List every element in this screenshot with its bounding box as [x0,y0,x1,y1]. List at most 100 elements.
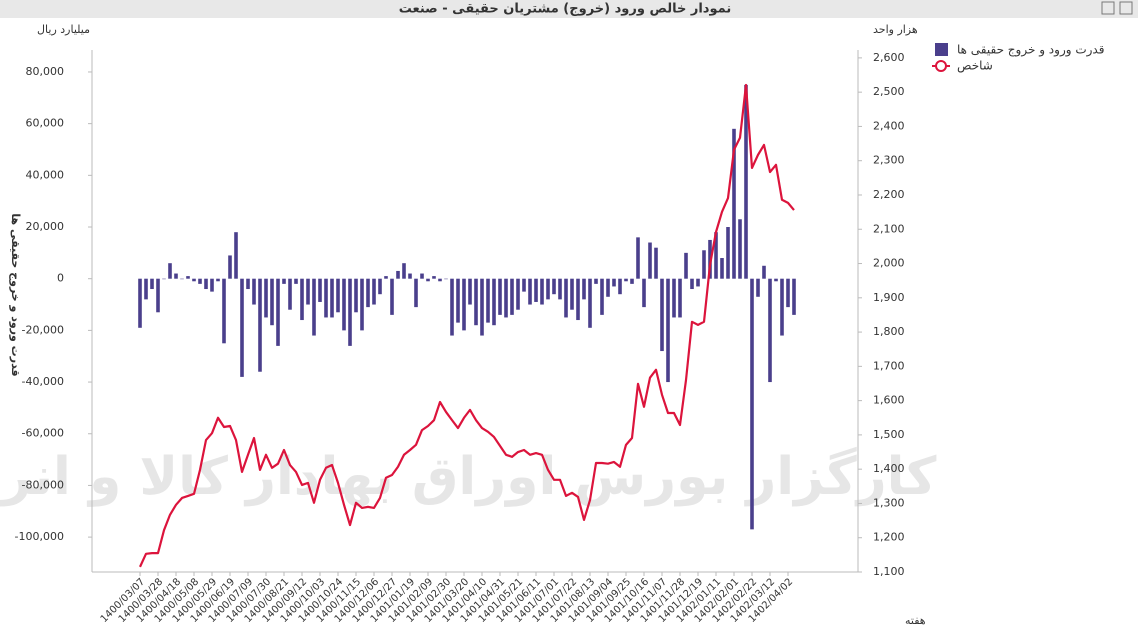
y-axis-title: قدرت ورود و خروج حقیقی ها [8,213,22,376]
bar [750,278,754,530]
bar [636,237,640,279]
bar [300,278,304,321]
y2-tick-label: 1,800 [873,325,905,338]
bar [678,278,682,318]
bar [648,242,652,279]
bar [480,278,484,336]
bar [528,278,532,305]
bar [696,278,700,287]
y2-tick-label: 1,100 [873,565,905,578]
bar [198,278,202,284]
bar [174,273,178,279]
bar [786,278,790,308]
y2-tick-label: 2,500 [873,85,905,98]
bar [732,128,736,279]
bar [258,278,262,372]
bar [576,278,580,321]
y2-tick-label: 1,900 [873,291,905,304]
chart-title: نمودار خالص ورود (خروج) مشتریان حقیقی - … [399,2,731,17]
bar [390,278,394,315]
bar [264,278,268,318]
y-tick-label: 60,000 [26,117,65,130]
bar [420,273,424,279]
bar [654,247,658,279]
bar [570,278,574,310]
bar [216,278,220,282]
y-tick-label: -20,000 [22,323,64,336]
bar [348,278,352,346]
bar [588,278,592,328]
y2-tick-label: 1,600 [873,394,905,407]
bar [522,278,526,292]
y-tick-label: 80,000 [26,65,65,78]
bar [192,278,196,282]
bar [318,278,322,302]
bar [138,278,142,328]
bar [504,278,508,318]
bar [612,278,616,287]
bar [306,278,310,305]
bar [210,278,214,292]
y2-tick-label: 2,100 [873,222,905,235]
bar [672,278,676,318]
y2-tick-label: 1,700 [873,359,905,372]
bar [474,278,478,326]
legend-swatch [935,43,948,56]
y-tick-label: -100,000 [15,530,64,543]
legend-label: قدرت ورود و خروج حقیقی ها [957,43,1104,58]
bar [756,278,760,297]
bar [354,278,358,313]
y-tick-label: -60,000 [22,427,64,440]
bar [684,252,688,279]
bar [294,278,298,284]
bar [744,84,748,279]
bar [438,278,442,282]
bar [492,278,496,326]
bar [384,276,388,279]
y2-tick-label: 1,300 [873,496,905,509]
bar [288,278,292,310]
bar [246,278,250,290]
y2-tick-label: 1,400 [873,462,905,475]
bar [714,232,718,279]
bar [624,278,628,282]
bar [330,278,334,318]
print-icon[interactable] [1119,1,1133,15]
y2-tick-label: 1,500 [873,428,905,441]
bar [552,278,556,295]
bar [180,278,184,280]
y2-tick-label: 2,300 [873,154,905,167]
bar [540,278,544,305]
bar [606,278,610,297]
bar [498,278,502,315]
bar [372,278,376,305]
bar [546,278,550,300]
legend-swatch [935,60,947,72]
bar [426,278,430,282]
bar [282,278,286,284]
bar [366,278,370,308]
bar [468,278,472,305]
y2-tick-label: 1,200 [873,531,905,544]
bar [402,263,406,279]
y2-unit: هزار واحد [873,23,918,36]
bar [600,278,604,315]
bar [774,278,778,282]
bar [222,278,226,344]
y-tick-label: 0 [57,272,64,285]
bar [444,278,448,280]
export-icon[interactable] [1101,1,1115,15]
bar [630,278,634,284]
bar [240,278,244,377]
bar [162,278,166,280]
bar [432,276,436,279]
bar [768,278,772,383]
bar [378,278,382,295]
bar [564,278,568,318]
bar [252,278,256,305]
bar [666,278,670,383]
bar [270,278,274,326]
y2-tick-label: 2,200 [873,188,905,201]
bar [558,278,562,300]
